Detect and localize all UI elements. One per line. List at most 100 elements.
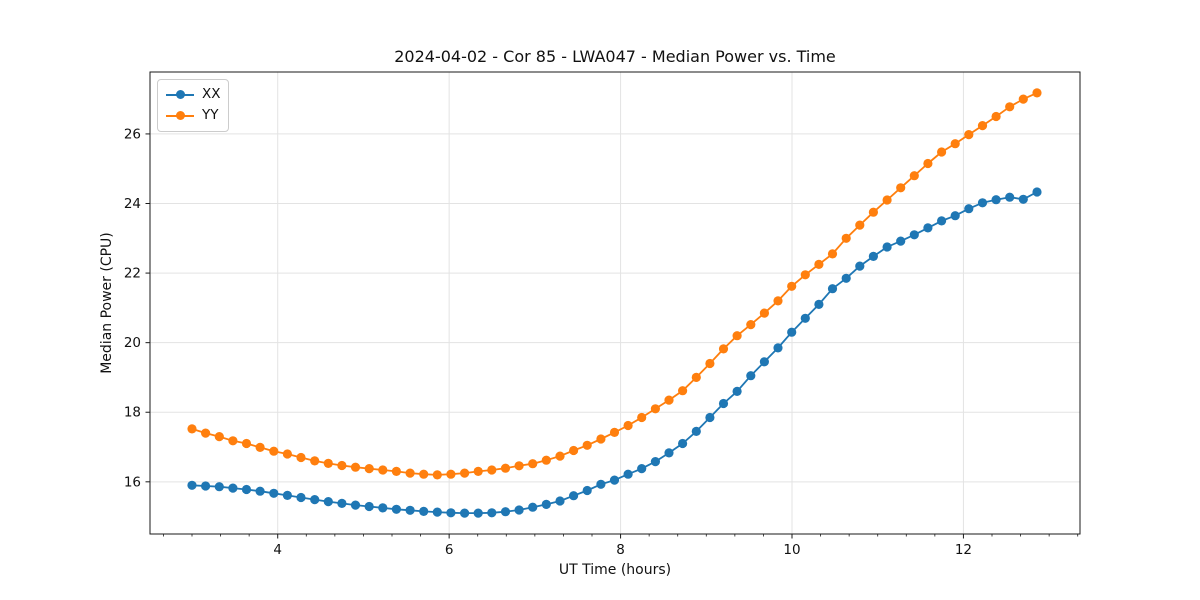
series-XX-point bbox=[664, 448, 674, 458]
series-YY-point bbox=[664, 395, 674, 405]
series-YY-point bbox=[977, 121, 988, 131]
series-XX-point bbox=[991, 195, 1001, 205]
series-XX-point bbox=[759, 357, 770, 367]
legend-item-yy: YY bbox=[166, 105, 220, 126]
series-YY-point bbox=[528, 459, 538, 469]
series-YY-point bbox=[214, 432, 224, 442]
series-YY-point bbox=[241, 438, 252, 449]
legend-label-yy: YY bbox=[202, 106, 219, 123]
series-XX-point bbox=[882, 242, 892, 252]
series-XX-point bbox=[800, 313, 810, 323]
series-XX-point bbox=[378, 503, 388, 513]
series-XX-point bbox=[460, 508, 470, 518]
series-XX-point bbox=[637, 464, 647, 474]
x-tick-label: 6 bbox=[445, 542, 454, 558]
series-XX-point bbox=[909, 230, 919, 240]
series-XX-point bbox=[827, 284, 838, 294]
series-YY-point bbox=[732, 331, 742, 341]
series-YY-point bbox=[991, 111, 1001, 122]
series-YY-markers bbox=[187, 88, 1042, 480]
y-tick-label: 20 bbox=[124, 335, 141, 351]
series-XX-point bbox=[391, 504, 401, 514]
series-YY-line bbox=[191, 92, 1038, 476]
series-XX-point bbox=[1032, 187, 1042, 197]
series-XX-point bbox=[896, 236, 906, 246]
series-XX-point bbox=[569, 491, 579, 501]
x-tick-label: 12 bbox=[955, 542, 972, 558]
series-XX-point bbox=[582, 485, 592, 496]
series-XX-point bbox=[201, 481, 211, 491]
chart-title: 2024-04-02 - Cor 85 - LWA047 - Median Po… bbox=[394, 47, 836, 66]
series-XX-markers bbox=[187, 187, 1042, 518]
series-XX-point bbox=[487, 508, 497, 518]
series-YY-point bbox=[541, 455, 551, 465]
series-YY-point bbox=[255, 442, 265, 452]
series-XX-point bbox=[691, 426, 701, 436]
series-YY-point bbox=[269, 446, 279, 456]
series-XX-point bbox=[296, 492, 306, 503]
series-XX-point bbox=[282, 490, 292, 500]
series-YY-point bbox=[759, 308, 770, 318]
series-YY-point bbox=[841, 233, 851, 243]
series-YY-point bbox=[460, 468, 470, 478]
series-XX-line bbox=[191, 191, 1038, 514]
series-XX-point bbox=[650, 457, 661, 467]
series-YY-point bbox=[923, 158, 933, 169]
series-YY-point bbox=[950, 139, 960, 149]
series-YY-point bbox=[691, 372, 701, 382]
grid-layer bbox=[150, 72, 1080, 534]
y-tick-label: 16 bbox=[124, 474, 141, 490]
series-YY-point bbox=[569, 445, 579, 456]
series-XX-point bbox=[868, 251, 879, 261]
series-YY-point bbox=[1032, 88, 1042, 98]
series-YY-point bbox=[282, 449, 292, 459]
legend-label-xx: XX bbox=[202, 85, 221, 102]
y-tick-label: 24 bbox=[124, 196, 141, 212]
series-XX-point bbox=[350, 500, 361, 510]
series-YY-point bbox=[337, 460, 347, 471]
series-YY-point bbox=[650, 404, 661, 414]
series-YY-point bbox=[350, 462, 361, 472]
series-YY-point bbox=[228, 436, 238, 446]
y-tick-label: 18 bbox=[124, 405, 141, 421]
series-XX-point bbox=[214, 482, 224, 492]
series-YY-point bbox=[432, 470, 442, 480]
series-YY-point bbox=[937, 147, 947, 157]
series-YY-point bbox=[909, 171, 919, 181]
series-YY-point bbox=[187, 424, 197, 434]
x-tick-label: 8 bbox=[616, 542, 625, 558]
series-XX-point bbox=[323, 497, 333, 507]
series-YY-point bbox=[323, 458, 333, 468]
axes-layer: 4 6 8 10 12 16 18 20 22 24 26 bbox=[124, 71, 1081, 558]
series-XX-point bbox=[841, 273, 851, 283]
series-YY-point bbox=[446, 469, 456, 479]
series-YY-point bbox=[201, 428, 211, 438]
series-YY-point bbox=[964, 130, 974, 140]
series-XX-point bbox=[500, 507, 511, 517]
y-tick-label: 26 bbox=[124, 126, 141, 142]
series-XX-point bbox=[187, 480, 197, 490]
series-YY-point bbox=[419, 469, 429, 479]
series-XX-point bbox=[555, 496, 565, 506]
legend: XX YY bbox=[157, 79, 229, 132]
y-axis-label: Median Power (CPU) bbox=[99, 232, 115, 374]
series-YY-point bbox=[896, 183, 906, 193]
series-XX-point bbox=[1018, 194, 1028, 204]
series-XX-point bbox=[923, 223, 933, 233]
x-axis-label: UT Time (hours) bbox=[558, 562, 672, 578]
series-XX-point bbox=[228, 483, 238, 493]
series-YY-point bbox=[827, 249, 838, 259]
series-XX-point bbox=[255, 486, 265, 496]
series-YY-point bbox=[746, 320, 756, 330]
legend-item-xx: XX bbox=[166, 84, 221, 105]
series-YY-point bbox=[882, 195, 892, 205]
series-XX-point bbox=[773, 343, 783, 353]
series-XX-point bbox=[419, 506, 429, 516]
series-YY-point bbox=[596, 434, 606, 444]
series-YY-point bbox=[310, 456, 320, 466]
series-XX-point bbox=[787, 327, 797, 337]
series-XX-point bbox=[705, 412, 715, 423]
series-XX-point bbox=[732, 386, 742, 396]
series-YY-point bbox=[773, 296, 783, 306]
